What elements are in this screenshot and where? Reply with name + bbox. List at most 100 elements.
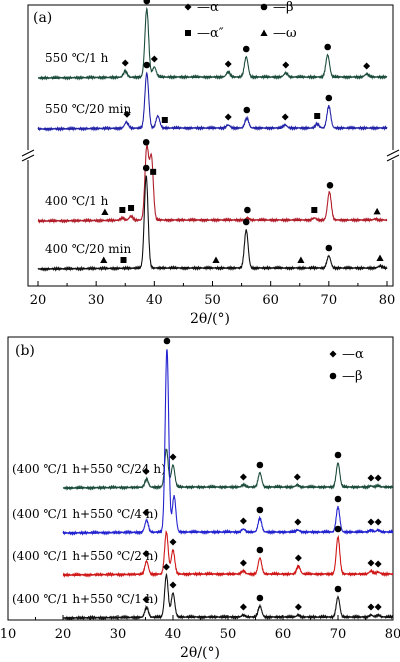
legend-marker-circle [329, 372, 337, 380]
series-2: (400 ℃/1 h+550 ℃/4 h) [12, 337, 394, 536]
peak-marker-diamond [169, 453, 177, 461]
peak-marker-circle [242, 218, 250, 226]
peak-marker-diamond [294, 518, 302, 526]
legend-marker-square [185, 30, 191, 36]
series-1: (400 ℃/1 h+550 ℃/24 h) [12, 448, 394, 491]
legend-label: —α [342, 347, 364, 362]
peak-marker-diamond [294, 554, 302, 562]
peak-marker-diamond [239, 517, 247, 525]
panel-b-label: (b) [15, 343, 35, 359]
peak-marker-diamond [121, 59, 129, 67]
series-label: (400 ℃/1 h+550 ℃/2 h) [12, 549, 158, 563]
legend-marker-diamond [329, 350, 337, 358]
peak-marker-circle [256, 461, 264, 469]
peak-marker-triangle [100, 256, 108, 263]
series-3: (400 ℃/1 h+550 ℃/2 h) [12, 525, 394, 579]
x-tick-label: 80 [379, 293, 396, 308]
peak-marker-diamond [162, 563, 170, 571]
peak-marker-diamond [123, 110, 131, 118]
peak-marker-diamond [169, 538, 177, 546]
panel-a-label: (a) [33, 10, 52, 26]
x-tick-label: 40 [165, 627, 182, 642]
legend-marker-diamond [184, 3, 192, 11]
peak-marker-circle [256, 546, 264, 554]
peak-marker-square [119, 206, 126, 213]
peak-marker-diamond [142, 509, 150, 517]
series-line [37, 6, 388, 81]
x-tick-label: 30 [110, 627, 127, 642]
peak-marker-diamond [374, 518, 382, 526]
panel-a-chart: (a) 2θ/(°) 20 30 40 50 60 70 80 550 ℃/1 h 550 ℃/… [21, 0, 400, 327]
peak-marker-square [120, 257, 127, 263]
peak-marker-diamond [367, 603, 375, 611]
series-label: 550 ℃/20 min [45, 102, 131, 116]
legend-label: —ω [273, 26, 297, 41]
series-line [62, 530, 394, 579]
legend-entry: —α″ [185, 26, 224, 41]
series-line [37, 71, 388, 132]
legend-entry: —β [260, 0, 294, 15]
peak-marker-diamond [239, 559, 247, 567]
series-line [62, 448, 394, 491]
legend-entry: —β [329, 369, 363, 384]
peak-marker-circle [243, 106, 251, 114]
x-tick-label: 40 [146, 293, 163, 308]
peak-marker-circle [334, 525, 342, 533]
peak-marker-circle [256, 594, 264, 602]
peak-marker-diamond [142, 550, 150, 558]
series-line [62, 572, 394, 621]
peak-marker-diamond [142, 595, 150, 603]
peak-marker-diamond [363, 62, 371, 70]
peak-marker-circle [242, 45, 250, 53]
peak-marker-triangle [373, 207, 381, 215]
peak-marker-circle [142, 164, 150, 172]
peak-marker-diamond [374, 603, 382, 611]
peak-marker-circle [326, 182, 334, 189]
peak-marker-diamond [224, 113, 232, 121]
peak-marker-circle [325, 94, 333, 102]
x-tick-label: 70 [330, 627, 347, 642]
peak-marker-circle [244, 206, 251, 214]
peak-marker-square [150, 168, 157, 175]
peak-marker-diamond [293, 473, 301, 481]
x-tick-label: 50 [204, 293, 221, 308]
panel-b-chart: (b) 2θ/(°) 10 20 30 40 50 60 70 80 (400 ℃/1 h+55… [0, 336, 400, 661]
series-4: (400 ℃/1 h+550 ℃/1 h) [12, 563, 394, 621]
peak-marker-circle [163, 337, 171, 345]
legend-entry: —α [329, 347, 364, 362]
peak-marker-diamond [367, 559, 375, 567]
peak-marker-square [311, 207, 318, 213]
peak-marker-square [128, 204, 135, 211]
legend-marker-circle [260, 3, 268, 11]
series-1: 550 ℃/1 h [37, 0, 388, 81]
series-label: 550 ℃/1 h [45, 51, 109, 65]
series-label: 400 ℃/20 min [45, 242, 131, 256]
series-label: (400 ℃/1 h+550 ℃/1 h) [12, 592, 158, 606]
legend-entry: —α [184, 0, 219, 15]
legend-label: —β [273, 0, 294, 15]
x-tick-label: 10 [0, 627, 16, 642]
x-tick-label: 80 [385, 627, 400, 642]
peak-marker-diamond [367, 474, 375, 482]
x-tick-label: 30 [88, 293, 105, 308]
axis-break [21, 149, 400, 162]
x-tick-label: 60 [275, 627, 292, 642]
x-tick-label: 20 [55, 627, 72, 642]
series-3: 400 ℃/1 h [37, 138, 388, 224]
x-tick-label: 20 [30, 293, 47, 308]
panel-a-x-axis-label: 2θ/(°) [190, 311, 230, 327]
peak-marker-square [314, 113, 321, 119]
legend-label: —β [342, 369, 363, 384]
peak-marker-diamond [282, 61, 290, 69]
peak-marker-triangle [376, 254, 384, 261]
legend-label: —α″ [197, 26, 224, 41]
panel-a-frame [27, 4, 394, 287]
peak-marker-diamond [374, 560, 382, 568]
peak-marker-circle [142, 138, 150, 146]
peak-marker-triangle [101, 208, 109, 215]
peak-marker-triangle [212, 256, 220, 263]
peak-marker-circle [143, 61, 151, 69]
peak-marker-diamond [224, 60, 232, 68]
x-tick-label: 60 [262, 293, 279, 308]
legend-marker-triangle [260, 29, 268, 36]
